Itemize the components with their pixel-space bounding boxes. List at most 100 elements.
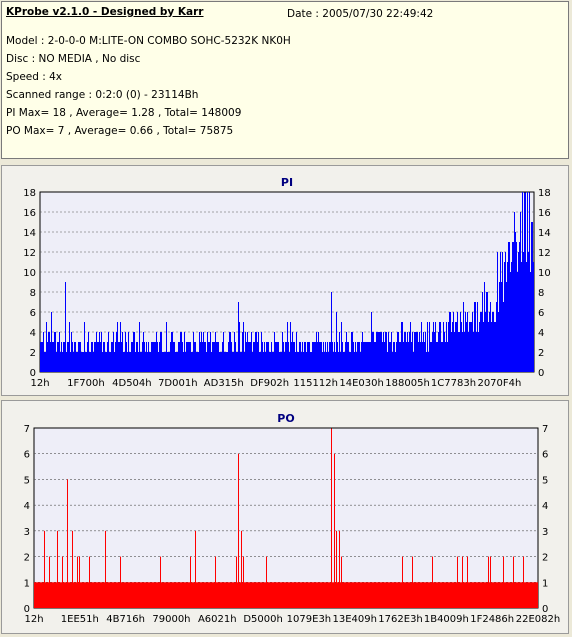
bar [161, 332, 162, 372]
y-tick-label-right: 7 [542, 424, 548, 435]
bar [481, 582, 482, 608]
bar [445, 582, 446, 608]
bar [474, 302, 475, 372]
bar [100, 582, 101, 608]
bar [408, 582, 409, 608]
bar [330, 582, 331, 608]
bar [281, 352, 282, 372]
bar [286, 582, 287, 608]
bar [264, 582, 265, 608]
bar [257, 582, 258, 608]
bar [315, 342, 316, 372]
bar [209, 342, 210, 372]
bar [146, 342, 147, 372]
bar [50, 342, 51, 372]
bar [373, 332, 374, 372]
bar [221, 582, 222, 608]
bar [511, 582, 512, 608]
bar [480, 312, 481, 372]
y-tick-label-right: 2 [542, 553, 548, 564]
bar [55, 582, 56, 608]
bar [464, 582, 465, 608]
bar [516, 582, 517, 608]
bar [210, 332, 211, 372]
bar [271, 582, 272, 608]
bar [415, 332, 416, 372]
bar [293, 582, 294, 608]
bar [139, 322, 140, 372]
bar [76, 352, 77, 372]
bar [272, 582, 273, 608]
pi-summary-line: PI Max= 18 , Average= 1.28 , Total= 1480… [6, 107, 242, 119]
bar [168, 582, 169, 608]
bar [269, 582, 270, 608]
bar [122, 332, 123, 372]
x-tick-label: 1B4009h [424, 614, 469, 625]
x-tick-label: 4D504h [112, 378, 152, 389]
bar [229, 332, 230, 372]
bar [71, 582, 72, 608]
bar [52, 582, 53, 608]
bar [136, 342, 137, 372]
bar [246, 342, 247, 372]
bar [256, 582, 257, 608]
bar [215, 556, 216, 608]
bar [44, 530, 45, 608]
bar [157, 582, 158, 608]
bar [105, 530, 106, 608]
bar [524, 192, 525, 372]
bar [354, 352, 355, 372]
bar [127, 582, 128, 608]
x-tick-label: 1EE51h [61, 614, 99, 625]
x-tick-label: 188005h [385, 378, 430, 389]
bar [285, 342, 286, 372]
bar [531, 582, 532, 608]
bar [250, 342, 251, 372]
y-tick-label-left: 5 [24, 475, 30, 486]
bar [201, 582, 202, 608]
bar [244, 582, 245, 608]
bar [449, 582, 450, 608]
bar [326, 352, 327, 372]
bar [293, 342, 294, 372]
bar [175, 352, 176, 372]
bar [298, 352, 299, 372]
bar [130, 582, 131, 608]
y-tick-label-left: 2 [24, 553, 30, 564]
x-tick-label: 1F700h [67, 378, 105, 389]
bar [524, 582, 525, 608]
bar [371, 582, 372, 608]
bar [292, 332, 293, 372]
bar [48, 582, 49, 608]
bar [237, 352, 238, 372]
bar [284, 582, 285, 608]
bar [403, 582, 404, 608]
bar [170, 582, 171, 608]
bar [60, 582, 61, 608]
bar [360, 352, 361, 372]
pi-chart-panel: PI 0 0 2 2 4 4 6 6 8 8 10 10 12 12 14 14 16 16 18 18 12h 1F700… [1, 165, 569, 396]
bar [391, 582, 392, 608]
bar [219, 352, 220, 372]
bar [381, 332, 382, 372]
bar [426, 582, 427, 608]
bar [491, 322, 492, 372]
bar [365, 342, 366, 372]
bar [70, 582, 71, 608]
bar [281, 582, 282, 608]
bar [142, 342, 143, 372]
bar [176, 582, 177, 608]
bar [434, 582, 435, 608]
bar [462, 556, 463, 608]
bar [100, 342, 101, 372]
bar [309, 342, 310, 372]
bar [181, 332, 182, 372]
bar [294, 342, 295, 372]
bar [481, 312, 482, 372]
bar [510, 582, 511, 608]
bar [268, 342, 269, 372]
bar [390, 342, 391, 372]
bar [343, 582, 344, 608]
bar [171, 332, 172, 372]
bar [497, 252, 498, 372]
